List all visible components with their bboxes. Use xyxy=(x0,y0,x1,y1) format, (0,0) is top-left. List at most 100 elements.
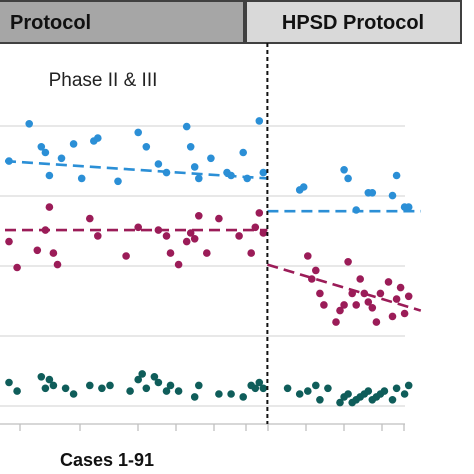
blue-point-4 xyxy=(45,171,54,180)
magenta-point-15 xyxy=(182,237,191,246)
x-axis xyxy=(0,423,405,431)
teal-point-35 xyxy=(336,398,344,407)
magenta-point-22 xyxy=(247,249,255,257)
magenta-point-45 xyxy=(392,295,401,303)
teal-point-15 xyxy=(150,373,159,381)
x-axis-label: Cases 1-91 xyxy=(60,450,154,470)
teal-point-12 xyxy=(134,375,142,384)
magenta-point-29 xyxy=(316,289,324,298)
blue-point-33 xyxy=(388,191,397,200)
blue-point-19 xyxy=(207,154,215,163)
teal-point-16 xyxy=(154,378,163,387)
teal-point-5 xyxy=(49,381,58,390)
blue-point-10 xyxy=(114,177,122,186)
teal-point-37 xyxy=(344,390,352,398)
teal-point-23 xyxy=(227,390,235,398)
blue-point-15 xyxy=(182,122,191,131)
blue-point-6 xyxy=(69,140,78,148)
magenta-point-2 xyxy=(33,246,42,255)
teal-point-4 xyxy=(45,375,54,384)
blue-point-24 xyxy=(255,117,264,125)
teal-point-28 xyxy=(259,384,268,393)
magenta-point-41 xyxy=(372,318,381,326)
magenta-point-39 xyxy=(364,298,373,306)
blue-point-16 xyxy=(186,143,195,151)
blue-point-13 xyxy=(154,160,163,168)
magenta-point-7 xyxy=(86,214,94,223)
blue-point-27 xyxy=(299,183,308,191)
magenta-point-20 xyxy=(215,214,223,223)
magenta-point-8 xyxy=(94,232,102,240)
data-points xyxy=(5,117,413,407)
teal-point-46 xyxy=(380,387,389,395)
magenta-point-46 xyxy=(396,283,405,292)
blue-point-34 xyxy=(392,171,401,180)
blue-point-29 xyxy=(344,174,352,183)
magenta-point-44 xyxy=(388,312,397,321)
blue-point-1 xyxy=(25,120,33,128)
teal-point-31 xyxy=(304,387,312,395)
blue-trend-line xyxy=(4,159,268,180)
teal-point-47 xyxy=(388,396,397,404)
teal-point-30 xyxy=(295,390,304,398)
teal-point-2 xyxy=(37,373,46,381)
blue-point-22 xyxy=(239,148,247,157)
blue-point-7 xyxy=(77,174,86,183)
magenta-point-10 xyxy=(134,223,142,232)
teal-point-32 xyxy=(312,381,320,390)
teal-point-42 xyxy=(364,387,373,395)
magenta-point-4 xyxy=(45,203,54,211)
phase-annotation: Phase II & III xyxy=(49,70,158,91)
magenta-point-0 xyxy=(5,237,13,246)
blue-point-28 xyxy=(340,166,348,174)
magenta-point-42 xyxy=(376,289,385,298)
teal-point-3 xyxy=(41,384,50,393)
magenta-point-24 xyxy=(255,209,264,217)
teal-point-50 xyxy=(404,381,413,390)
teal-point-29 xyxy=(283,384,292,393)
teal-point-17 xyxy=(162,387,171,395)
teal-point-10 xyxy=(106,381,114,390)
magenta-point-13 xyxy=(166,249,175,257)
header-right-bg xyxy=(245,0,462,44)
magenta-point-47 xyxy=(400,309,409,318)
trend-lines xyxy=(4,159,422,312)
blue-point-32 xyxy=(368,189,377,197)
magenta-point-1 xyxy=(13,263,21,272)
teal-point-34 xyxy=(324,384,332,393)
blue-point-25 xyxy=(259,168,268,177)
gridlines xyxy=(0,125,405,407)
blue-point-36 xyxy=(404,203,413,211)
blue-point-12 xyxy=(142,143,151,151)
magenta-point-28 xyxy=(312,266,320,275)
magenta-point-37 xyxy=(356,275,365,283)
teal-point-1 xyxy=(13,387,21,395)
magenta-point-43 xyxy=(384,278,393,286)
magenta-point-26 xyxy=(304,252,312,260)
teal-point-6 xyxy=(61,384,70,393)
magenta-point-34 xyxy=(344,258,352,266)
magenta-trend2-line xyxy=(267,263,422,312)
teal-point-14 xyxy=(142,384,151,393)
magenta-point-6 xyxy=(53,260,62,269)
blue-point-5 xyxy=(57,154,66,163)
teal-point-24 xyxy=(239,393,247,401)
teal-point-48 xyxy=(392,384,401,393)
teal-point-27 xyxy=(255,378,264,387)
magenta-point-40 xyxy=(368,304,377,312)
magenta-point-48 xyxy=(404,292,413,301)
blue-point-18 xyxy=(195,174,203,183)
magenta-point-21 xyxy=(235,232,243,240)
blue-point-2 xyxy=(37,143,46,151)
teal-point-13 xyxy=(138,370,146,378)
magenta-point-31 xyxy=(332,318,340,326)
magenta-point-12 xyxy=(162,232,171,240)
magenta-point-33 xyxy=(340,301,348,309)
magenta-point-18 xyxy=(195,212,203,220)
teal-point-20 xyxy=(190,393,199,401)
teal-point-9 xyxy=(98,384,106,393)
header-right-title: HPSD Protocol xyxy=(282,12,424,34)
teal-point-22 xyxy=(215,390,223,398)
magenta-point-14 xyxy=(174,260,183,269)
